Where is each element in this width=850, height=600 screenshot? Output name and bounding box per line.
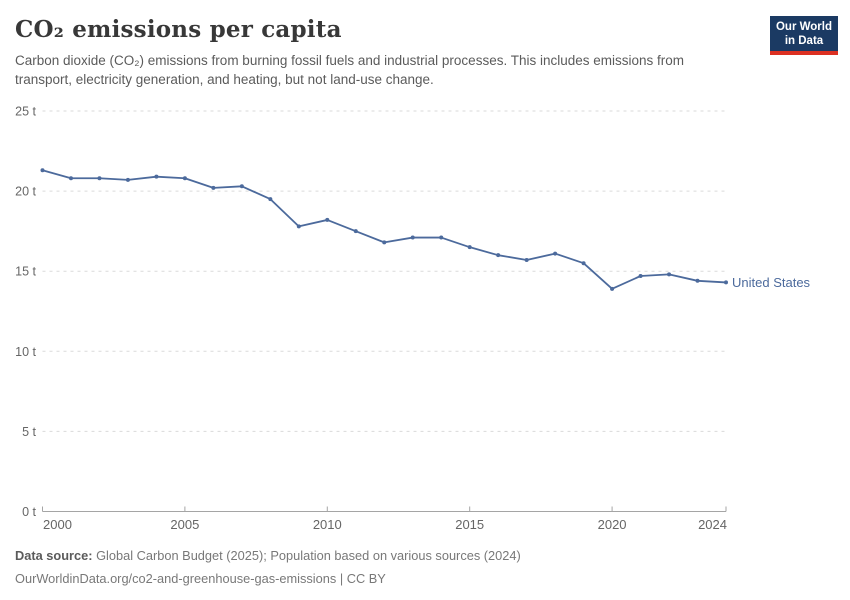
data-point (581, 261, 586, 266)
owid-logo-line1: Our World (775, 21, 832, 33)
data-point (296, 224, 301, 229)
series-label-united-states: United States (732, 275, 811, 290)
data-point (553, 251, 558, 256)
data-point (325, 217, 330, 222)
y-axis-tick-label: 0 t (22, 505, 36, 519)
data-point (211, 185, 216, 190)
y-axis-tick-label: 25 t (15, 105, 36, 119)
data-point (439, 235, 444, 240)
data-source-text: Global Carbon Budget (2025); Population … (92, 548, 521, 563)
data-point (724, 280, 728, 285)
chart-footer: Data source: Global Carbon Budget (2025)… (15, 545, 521, 591)
attribution-line: OurWorldinData.org/co2-and-greenhouse-ga… (15, 570, 386, 586)
chart-subtitle: Carbon dioxide (CO₂) emissions from burn… (15, 53, 685, 88)
x-axis-tick-label: 2020 (598, 517, 627, 532)
data-point (382, 240, 387, 245)
data-point (97, 176, 102, 181)
chart-canvas[interactable]: 0 t 5 t 10 t 15 t 20 t 25 t 2000 2005 2010 2015 20… (0, 100, 850, 545)
page-title: CO₂ emissions per capita (15, 16, 342, 43)
owid-logo: Our World in Data (770, 16, 838, 56)
x-axis-tick-label: 2010 (313, 517, 342, 532)
x-axis-tick-label: 2024 (698, 517, 727, 532)
data-point (68, 176, 73, 181)
data-point (268, 197, 273, 202)
data-point (667, 272, 672, 277)
data-point (638, 274, 643, 279)
data-point (467, 245, 472, 250)
data-point (40, 168, 45, 173)
data-point (524, 257, 529, 262)
data-point (239, 184, 244, 189)
data-point (154, 174, 159, 179)
data-point (610, 286, 615, 291)
y-axis-tick-label: 5 t (22, 425, 36, 439)
y-axis-tick-label: 10 t (15, 345, 36, 359)
data-line-united-states (41, 169, 727, 290)
data-point (695, 278, 700, 283)
line-chart[interactable]: 0 t 5 t 10 t 15 t 20 t 25 t 2000 2005 2010 2015 20… (0, 100, 850, 545)
data-point (353, 229, 358, 234)
y-axis-tick-label: 15 t (15, 265, 36, 279)
data-point (182, 176, 187, 181)
x-axis-tick-label: 2000 (43, 517, 72, 532)
data-source-label: Data source: (15, 548, 93, 563)
data-point (496, 253, 501, 258)
data-source-line: Data source: Global Carbon Budget (2025)… (15, 545, 521, 568)
y-axis-tick-label: 20 t (15, 185, 36, 199)
x-axis-tick-label: 2005 (170, 517, 199, 532)
owid-logo-line2: in Data (784, 35, 824, 48)
data-point (410, 235, 415, 240)
data-point (125, 177, 130, 182)
x-axis-tick-label: 2015 (455, 517, 484, 532)
